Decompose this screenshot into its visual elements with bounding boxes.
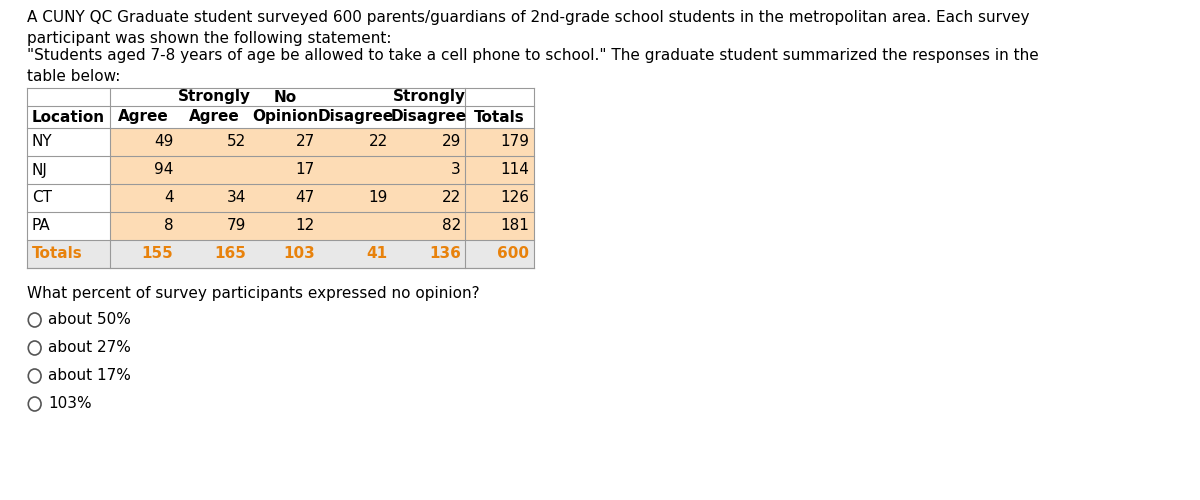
Bar xyxy=(109,156,534,184)
Text: Disagree: Disagree xyxy=(318,110,394,124)
Text: 47: 47 xyxy=(295,190,314,206)
Text: 52: 52 xyxy=(227,134,246,150)
Text: Agree: Agree xyxy=(119,110,169,124)
Text: 34: 34 xyxy=(227,190,246,206)
Text: 19: 19 xyxy=(368,190,388,206)
Text: 103: 103 xyxy=(283,246,314,262)
Text: A CUNY QC Graduate student surveyed 600 parents/guardians of 2nd-grade school st: A CUNY QC Graduate student surveyed 600 … xyxy=(28,10,1030,46)
Text: NJ: NJ xyxy=(32,162,48,178)
Text: 126: 126 xyxy=(500,190,529,206)
Text: 600: 600 xyxy=(497,246,529,262)
Bar xyxy=(28,156,109,184)
Text: 136: 136 xyxy=(428,246,461,262)
Text: 22: 22 xyxy=(368,134,388,150)
Text: 22: 22 xyxy=(442,190,461,206)
Text: 79: 79 xyxy=(227,218,246,234)
Text: 103%: 103% xyxy=(48,396,92,411)
Text: Strongly: Strongly xyxy=(392,90,466,104)
Text: No: No xyxy=(274,90,296,104)
Bar xyxy=(28,240,534,268)
Text: 94: 94 xyxy=(154,162,173,178)
Bar xyxy=(28,128,109,156)
Text: 179: 179 xyxy=(500,134,529,150)
Text: PA: PA xyxy=(32,218,50,234)
Text: Disagree: Disagree xyxy=(391,110,467,124)
Text: Opinion: Opinion xyxy=(252,110,318,124)
Bar xyxy=(109,184,534,212)
Bar xyxy=(109,212,534,240)
Text: 27: 27 xyxy=(295,134,314,150)
Text: Agree: Agree xyxy=(190,110,240,124)
Text: 155: 155 xyxy=(142,246,173,262)
Text: 4: 4 xyxy=(163,190,173,206)
Text: "Students aged 7-8 years of age be allowed to take a cell phone to school." The : "Students aged 7-8 years of age be allow… xyxy=(28,48,1039,84)
Text: 181: 181 xyxy=(500,218,529,234)
Text: 49: 49 xyxy=(154,134,173,150)
Text: about 17%: about 17% xyxy=(48,368,131,384)
Text: 12: 12 xyxy=(295,218,314,234)
Text: 17: 17 xyxy=(295,162,314,178)
Text: 29: 29 xyxy=(442,134,461,150)
Bar xyxy=(28,212,109,240)
Text: about 50%: about 50% xyxy=(48,312,131,328)
Text: Totals: Totals xyxy=(474,110,524,124)
Text: CT: CT xyxy=(32,190,52,206)
Text: What percent of survey participants expressed no opinion?: What percent of survey participants expr… xyxy=(28,286,480,301)
Text: NY: NY xyxy=(32,134,53,150)
Text: Location: Location xyxy=(32,110,106,124)
Bar xyxy=(109,128,534,156)
Text: about 27%: about 27% xyxy=(48,340,131,355)
Text: 114: 114 xyxy=(500,162,529,178)
Text: 8: 8 xyxy=(163,218,173,234)
Text: 3: 3 xyxy=(451,162,461,178)
Bar xyxy=(28,88,534,128)
Text: Strongly: Strongly xyxy=(178,90,251,104)
Text: 165: 165 xyxy=(215,246,246,262)
Text: 82: 82 xyxy=(442,218,461,234)
Bar xyxy=(28,184,109,212)
Text: 41: 41 xyxy=(367,246,388,262)
Text: Totals: Totals xyxy=(32,246,83,262)
